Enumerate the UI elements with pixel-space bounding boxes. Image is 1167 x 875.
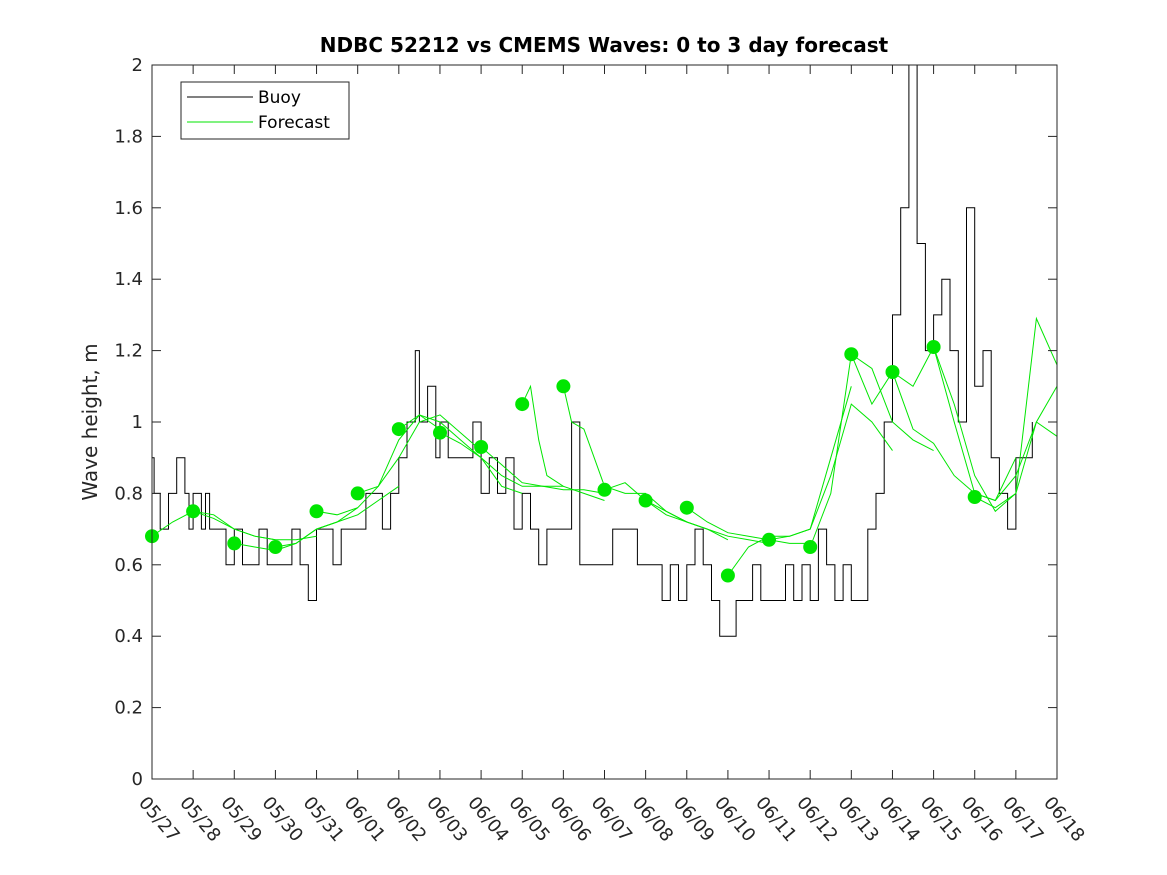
forecast-initial-markers [145,340,982,583]
y-tick-label: 1 [132,412,143,433]
plot-area [152,65,1057,779]
forecast-start-marker [638,493,653,508]
forecast-start-marker [762,532,776,547]
forecast-start-marker [720,568,735,583]
y-tick-label: 1.2 [114,341,143,362]
forecast-line-6 [357,414,482,494]
forecast-start-marker [515,397,530,412]
forecast-line-16 [768,403,893,541]
forecast-start-marker [186,504,201,519]
y-tick-label: 0.6 [114,555,143,576]
forecast-start-marker [268,540,283,554]
forecast-start-marker [391,422,406,437]
forecast-line-21 [974,316,1058,509]
legend-buoy-label: Buoy [258,88,301,108]
y-tick-label: 0.2 [114,698,143,719]
forecast-start-marker [309,504,324,519]
y-tick-label: 0 [132,769,143,790]
buoy-series [152,64,1033,637]
forecast-line-7 [398,414,523,494]
y-tick-label: 2 [132,55,143,76]
y-tick-label: 0.4 [114,626,143,647]
forecast-start-marker [556,379,571,394]
forecast-start-marker [227,536,242,551]
forecast-start-marker [967,490,982,504]
forecast-line-22 [974,421,1058,502]
buoy-line [152,64,1033,637]
forecast-start-marker [844,347,859,362]
forecast-start-marker [679,500,694,515]
forecast-start-marker [885,365,900,379]
forecast-line-2 [192,510,317,541]
forecast-line-9 [480,446,605,494]
forecast-line-17 [809,353,934,548]
y-tick-label: 0.8 [114,483,143,504]
y-tick-label: 1.6 [114,198,143,219]
forecast-series-group [151,316,1058,576]
forecast-start-marker [474,440,489,454]
chart-title: NDBC 52212 vs CMEMS Waves: 0 to 3 day fo… [320,33,889,57]
forecast-line-18 [850,354,976,494]
forecast-line-10 [521,384,605,501]
legend-forecast-label: Forecast [258,113,330,133]
forecast-start-marker [597,482,612,497]
forecast-start-marker [926,340,941,354]
y-axis: 0 0.2 0.4 0.6 0.8 1 1.2 1.4 1.6 1.8 2 [114,55,1057,790]
legend: Buoy Forecast [180,81,350,140]
forecast-start-marker [803,540,818,554]
forecast-start-marker [350,486,365,501]
forecast-start-marker [433,425,447,440]
forecast-line-11 [562,386,688,523]
forecast-line-4 [275,485,400,548]
forecast-line-13 [645,500,770,544]
legend-box [180,81,350,140]
y-tick-label: 1.8 [114,126,143,147]
forecast-line-14 [686,507,811,544]
y-tick-label: 1.4 [114,269,143,290]
y-axis-label: Wave height, m [78,343,102,500]
